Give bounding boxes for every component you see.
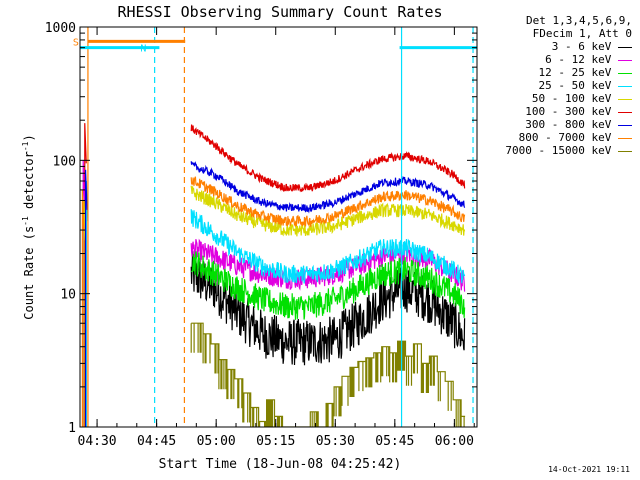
legend-entry-0: 3 - 6 keV [552, 40, 632, 53]
legend-entry-7: 800 - 7000 keV [519, 131, 632, 144]
y-axis-label-sup1: -1 [21, 216, 30, 226]
series-line-7 [190, 176, 466, 228]
y-axis-label-mid: detector [22, 151, 36, 216]
legend-entry-4: 50 - 100 keV [532, 92, 632, 105]
series-line-2 [191, 251, 466, 320]
legend-label: 50 - 100 keV [531, 92, 618, 105]
legend-swatch [618, 124, 632, 126]
chart-title: RHESSI Observing Summary Count Rates [117, 3, 442, 21]
series-line-1 [190, 238, 466, 292]
legend-label: 100 - 300 keV [525, 105, 618, 118]
x-axis: 04:30 04:45 05:00 05:15 05:30 05:45 06:00 [78, 27, 475, 449]
timestamp: 14-Oct-2021 19:11 [548, 465, 630, 474]
y-tick-label-3: 1000 [45, 21, 76, 36]
legend-label: 6 - 12 keV [545, 53, 618, 66]
legend-label: 3 - 6 keV [551, 40, 618, 53]
legend-swatch [618, 72, 632, 74]
annotation-layer [80, 27, 477, 427]
legend-header-0: Det 1,3,4,5,6,9, [526, 14, 632, 27]
saa-flag-label: S [73, 37, 79, 48]
legend-entry-8: 7000 - 15000 keV [505, 144, 632, 157]
x-tick-label-5: 05:45 [375, 434, 414, 449]
series-line-4 [190, 185, 466, 237]
legend-label: 300 - 800 keV [525, 118, 618, 131]
series-line-3 [190, 209, 466, 285]
legend-swatch [618, 59, 632, 61]
legend-label: 12 - 25 keV [538, 66, 618, 79]
legend-swatch [618, 85, 632, 87]
legend-entry-3: 25 - 50 keV [539, 79, 632, 92]
legend-entry-6: 300 - 800 keV [525, 118, 632, 131]
legend-entry-5: 100 - 300 keV [525, 105, 632, 118]
legend-swatch [618, 137, 632, 139]
x-tick-label-2: 05:00 [197, 434, 236, 449]
legend-label: 25 - 50 keV [538, 79, 618, 92]
early-spike-0 [84, 123, 87, 427]
y-axis-label-end: ) [22, 134, 36, 141]
series-layer [81, 123, 466, 427]
x-tick-label-6: 06:00 [435, 434, 474, 449]
legend-swatch [618, 98, 632, 100]
legend-header-1: FDecim 1, Att 0 [532, 27, 632, 40]
legend-swatch [618, 111, 632, 113]
y-tick-label-1: 10 [60, 288, 76, 303]
y-axis: 1 10 100 1000 [45, 21, 477, 436]
y-axis-label-sup2: -1 [21, 141, 30, 151]
x-tick-label-4: 05:30 [316, 434, 355, 449]
y-axis-label-main: Count Rate (s [22, 226, 36, 320]
x-axis-label: Start Time (18-Jun-08 04:25:42) [159, 457, 402, 472]
legend-swatch [618, 46, 632, 48]
x-tick-label-1: 04:45 [137, 434, 176, 449]
legend-swatch [618, 150, 632, 152]
night-flag-label: N [140, 44, 146, 55]
early-spike-4 [84, 169, 88, 427]
series-line-8 [190, 322, 466, 427]
x-tick-label-3: 05:15 [256, 434, 295, 449]
series-line-5 [190, 124, 466, 193]
series-line-6 [190, 160, 466, 214]
y-tick-label-0: 1 [68, 421, 76, 436]
legend-entry-2: 12 - 25 keV [539, 66, 632, 79]
plot-frame [79, 26, 478, 428]
x-tick-label-0: 04:30 [78, 434, 117, 449]
legend-label: 800 - 7000 keV [518, 131, 618, 144]
legend-entry-1: 6 - 12 keV [545, 53, 632, 66]
y-tick-label-2: 100 [53, 154, 76, 169]
legend-label: 7000 - 15000 keV [505, 144, 618, 157]
y-axis-label: Count Rate (s-1 detector-1) [21, 134, 36, 319]
